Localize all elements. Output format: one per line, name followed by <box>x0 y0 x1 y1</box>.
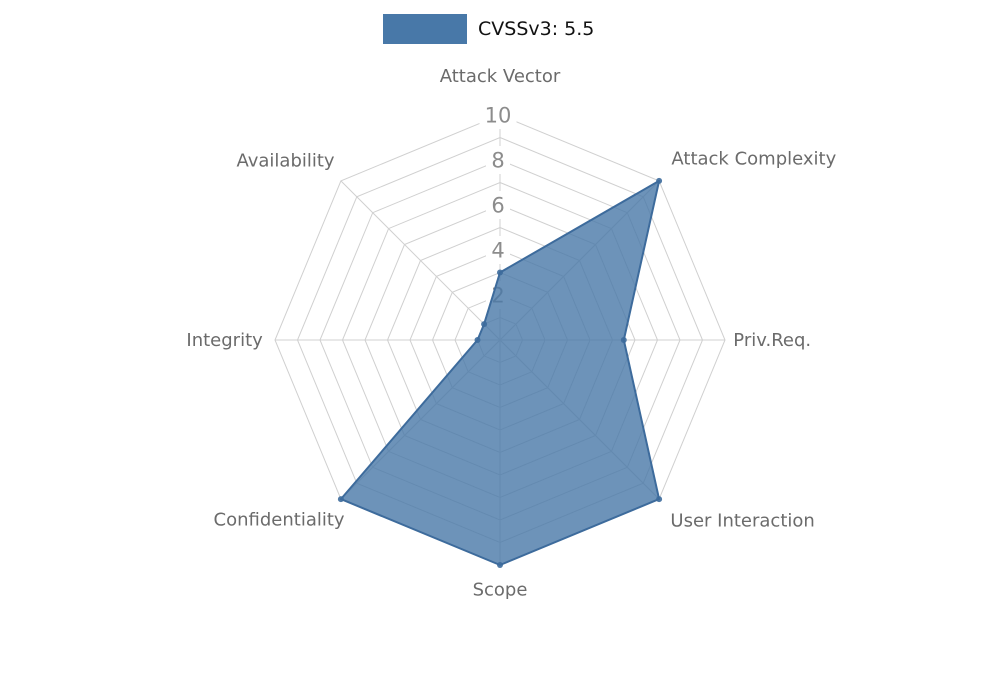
series-point[interactable] <box>497 269 503 276</box>
tick-label: 6 <box>491 194 504 218</box>
grid-spoke <box>340 180 501 341</box>
series-point[interactable] <box>620 337 627 343</box>
tick-label: 8 <box>491 149 504 173</box>
legend[interactable]: CVSSv3: 5.5 <box>383 14 594 44</box>
legend-label: CVSSv3: 5.5 <box>478 18 595 40</box>
axis-label-scope: Scope <box>473 579 528 600</box>
tick-label-bg <box>486 191 510 219</box>
series-point[interactable] <box>656 496 663 503</box>
series-point[interactable] <box>656 177 663 184</box>
tick-label: 4 <box>491 239 504 263</box>
legend-swatch <box>383 14 467 44</box>
series-point[interactable] <box>497 562 503 568</box>
axis-label-priv-req: Priv.Req. <box>733 330 811 351</box>
axis-label-confidentiality: Confidentiality <box>214 509 345 530</box>
series-point[interactable] <box>474 337 481 343</box>
axis-label-user-interaction: User Interaction <box>670 510 814 531</box>
tick-label-bg <box>479 101 517 129</box>
axis-label-integrity: Integrity <box>186 330 263 351</box>
series-point[interactable] <box>481 321 488 328</box>
tick-label-bg <box>486 236 510 264</box>
tick-label: 10 <box>485 104 512 128</box>
axis-label-attack-complexity: Attack Complexity <box>671 149 836 170</box>
axis-label-availability: Availability <box>236 151 334 172</box>
tick-label-bg <box>486 146 510 174</box>
series-point[interactable] <box>337 496 344 503</box>
axis-label-attack-vector: Attack Vector <box>440 66 561 87</box>
